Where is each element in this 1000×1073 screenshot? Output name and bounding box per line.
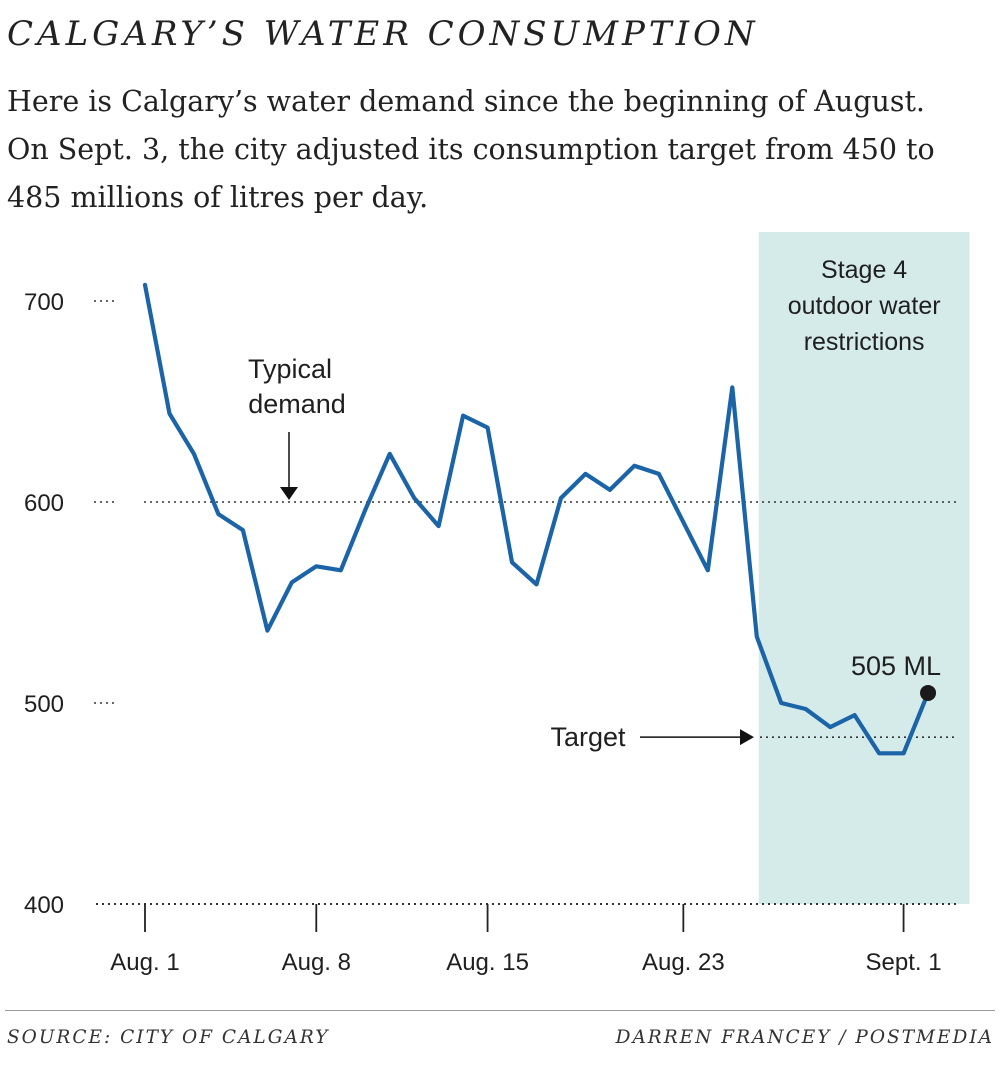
stage4-label-line: Stage 4: [821, 256, 907, 284]
y-tick-label: 700: [24, 289, 64, 316]
latest-value-label: 505 ML: [851, 651, 941, 681]
typical-demand-label-line: Typical: [248, 354, 332, 384]
credit-note: DARREN FRANCEY / POSTMEDIA: [615, 1027, 994, 1048]
footer-divider: [5, 1010, 995, 1011]
series-line-water-demand: [142, 282, 931, 756]
x-tick-label: Sept. 1: [866, 949, 942, 976]
chart-subtitle: Here is Calgary’s water demand since the…: [7, 85, 935, 214]
line-chart: Stage 4 outdoor water restrictions 400 500 6…: [24, 232, 970, 976]
stage4-restriction-region: [758, 232, 970, 904]
stage4-label-line: restrictions: [804, 328, 925, 356]
typical-demand-label-line: demand: [248, 389, 346, 419]
x-tick-label: Aug. 1: [110, 949, 179, 976]
x-tick-label: Aug. 15: [446, 949, 529, 976]
target-arrowhead: [740, 729, 754, 746]
latest-value-marker: [920, 684, 937, 701]
source-note: SOURCE: CITY OF CALGARY: [7, 1027, 330, 1048]
y-tick-label: 500: [24, 691, 64, 718]
y-tick-label: 400: [24, 892, 64, 919]
x-tick-label: Aug. 8: [282, 949, 351, 976]
x-tick-label: Aug. 23: [642, 949, 725, 976]
stage4-label-line: outdoor water: [788, 292, 941, 320]
y-tick-label: 600: [24, 490, 64, 517]
chart-title: CALGARY’S WATER CONSUMPTION: [7, 14, 759, 54]
target-label: Target: [550, 722, 626, 752]
typical-demand-arrowhead: [280, 487, 298, 500]
